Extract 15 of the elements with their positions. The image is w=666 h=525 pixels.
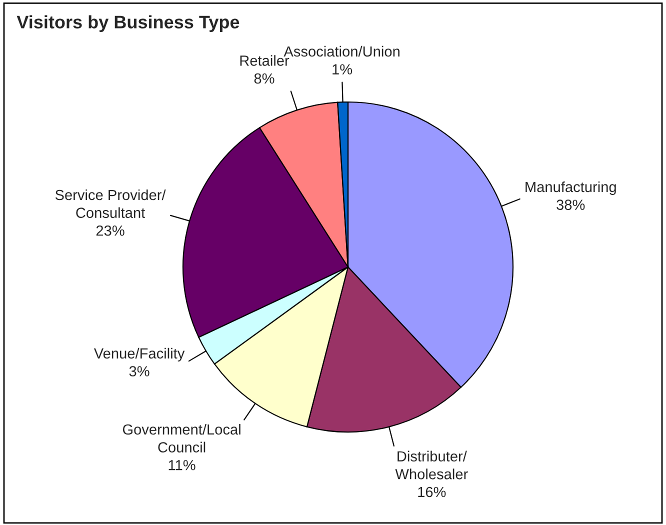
slice-label: Retailer [240,55,290,66]
slice-label: Association/Union [284,46,400,57]
slice-label: Manufacturing [526,181,616,196]
data-label: 38% [556,200,585,210]
data-label: 23% [96,225,124,236]
slice-label: Government/Local Council [122,424,240,452]
data-label: 16% [418,486,446,498]
slice-label: Distributer/ Wholesaler [395,450,468,480]
data-label: 8% [254,73,274,84]
data-label: 3% [129,366,150,376]
data-label: 11% [168,460,196,470]
slice-label: Service Provider/ Consultant [55,189,166,218]
chart-title: Visitors by Business Type [16,15,240,32]
slice-label: Venue/Facility [94,348,185,362]
data-label: 1% [332,64,352,74]
